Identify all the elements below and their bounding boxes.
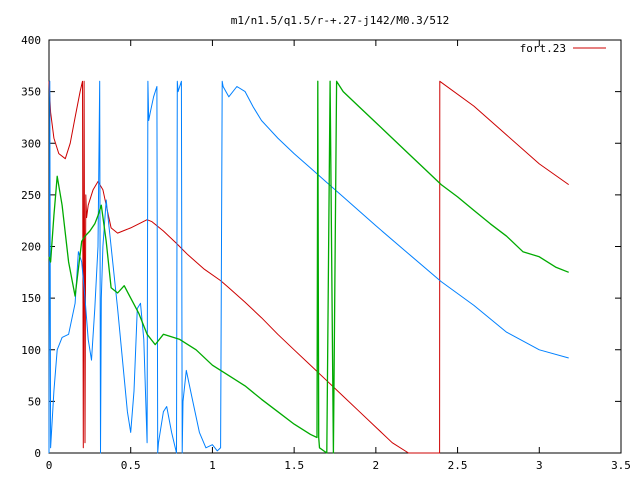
series-line-3 xyxy=(48,80,569,454)
y-tick-label: 300 xyxy=(21,137,41,150)
y-tick-label: 100 xyxy=(21,344,41,357)
y-axis: 0 50 100 150 200 250 300 350 400 xyxy=(21,34,621,460)
x-tick-label: 2 xyxy=(373,459,380,472)
x-axis: 0 0.5 1 1.5 2 2.5 3 3.5 xyxy=(46,40,631,472)
y-tick-label: 0 xyxy=(34,447,41,460)
x-tick-label: 1 xyxy=(209,459,216,472)
series-line-1 xyxy=(48,80,569,454)
legend: fort.23 xyxy=(520,42,606,55)
y-tick-label: 200 xyxy=(21,241,41,254)
chart-title: m1/n1.5/q1.5/r-+.27-j142/M0.3/512 xyxy=(231,14,450,27)
series-line-2 xyxy=(48,80,569,454)
y-tick-label: 150 xyxy=(21,292,41,305)
y-tick-label: 250 xyxy=(21,189,41,202)
x-tick-label: 2.5 xyxy=(448,459,468,472)
y-tick-label: 400 xyxy=(21,34,41,47)
series-group xyxy=(48,80,569,454)
y-tick-label: 50 xyxy=(28,395,41,408)
x-tick-label: 3.5 xyxy=(611,459,631,472)
x-tick-label: 0.5 xyxy=(121,459,141,472)
x-tick-label: 0 xyxy=(46,459,53,472)
legend-label: fort.23 xyxy=(520,42,566,55)
x-tick-label: 3 xyxy=(536,459,543,472)
y-tick-label: 350 xyxy=(21,86,41,99)
x-tick-label: 1.5 xyxy=(284,459,304,472)
